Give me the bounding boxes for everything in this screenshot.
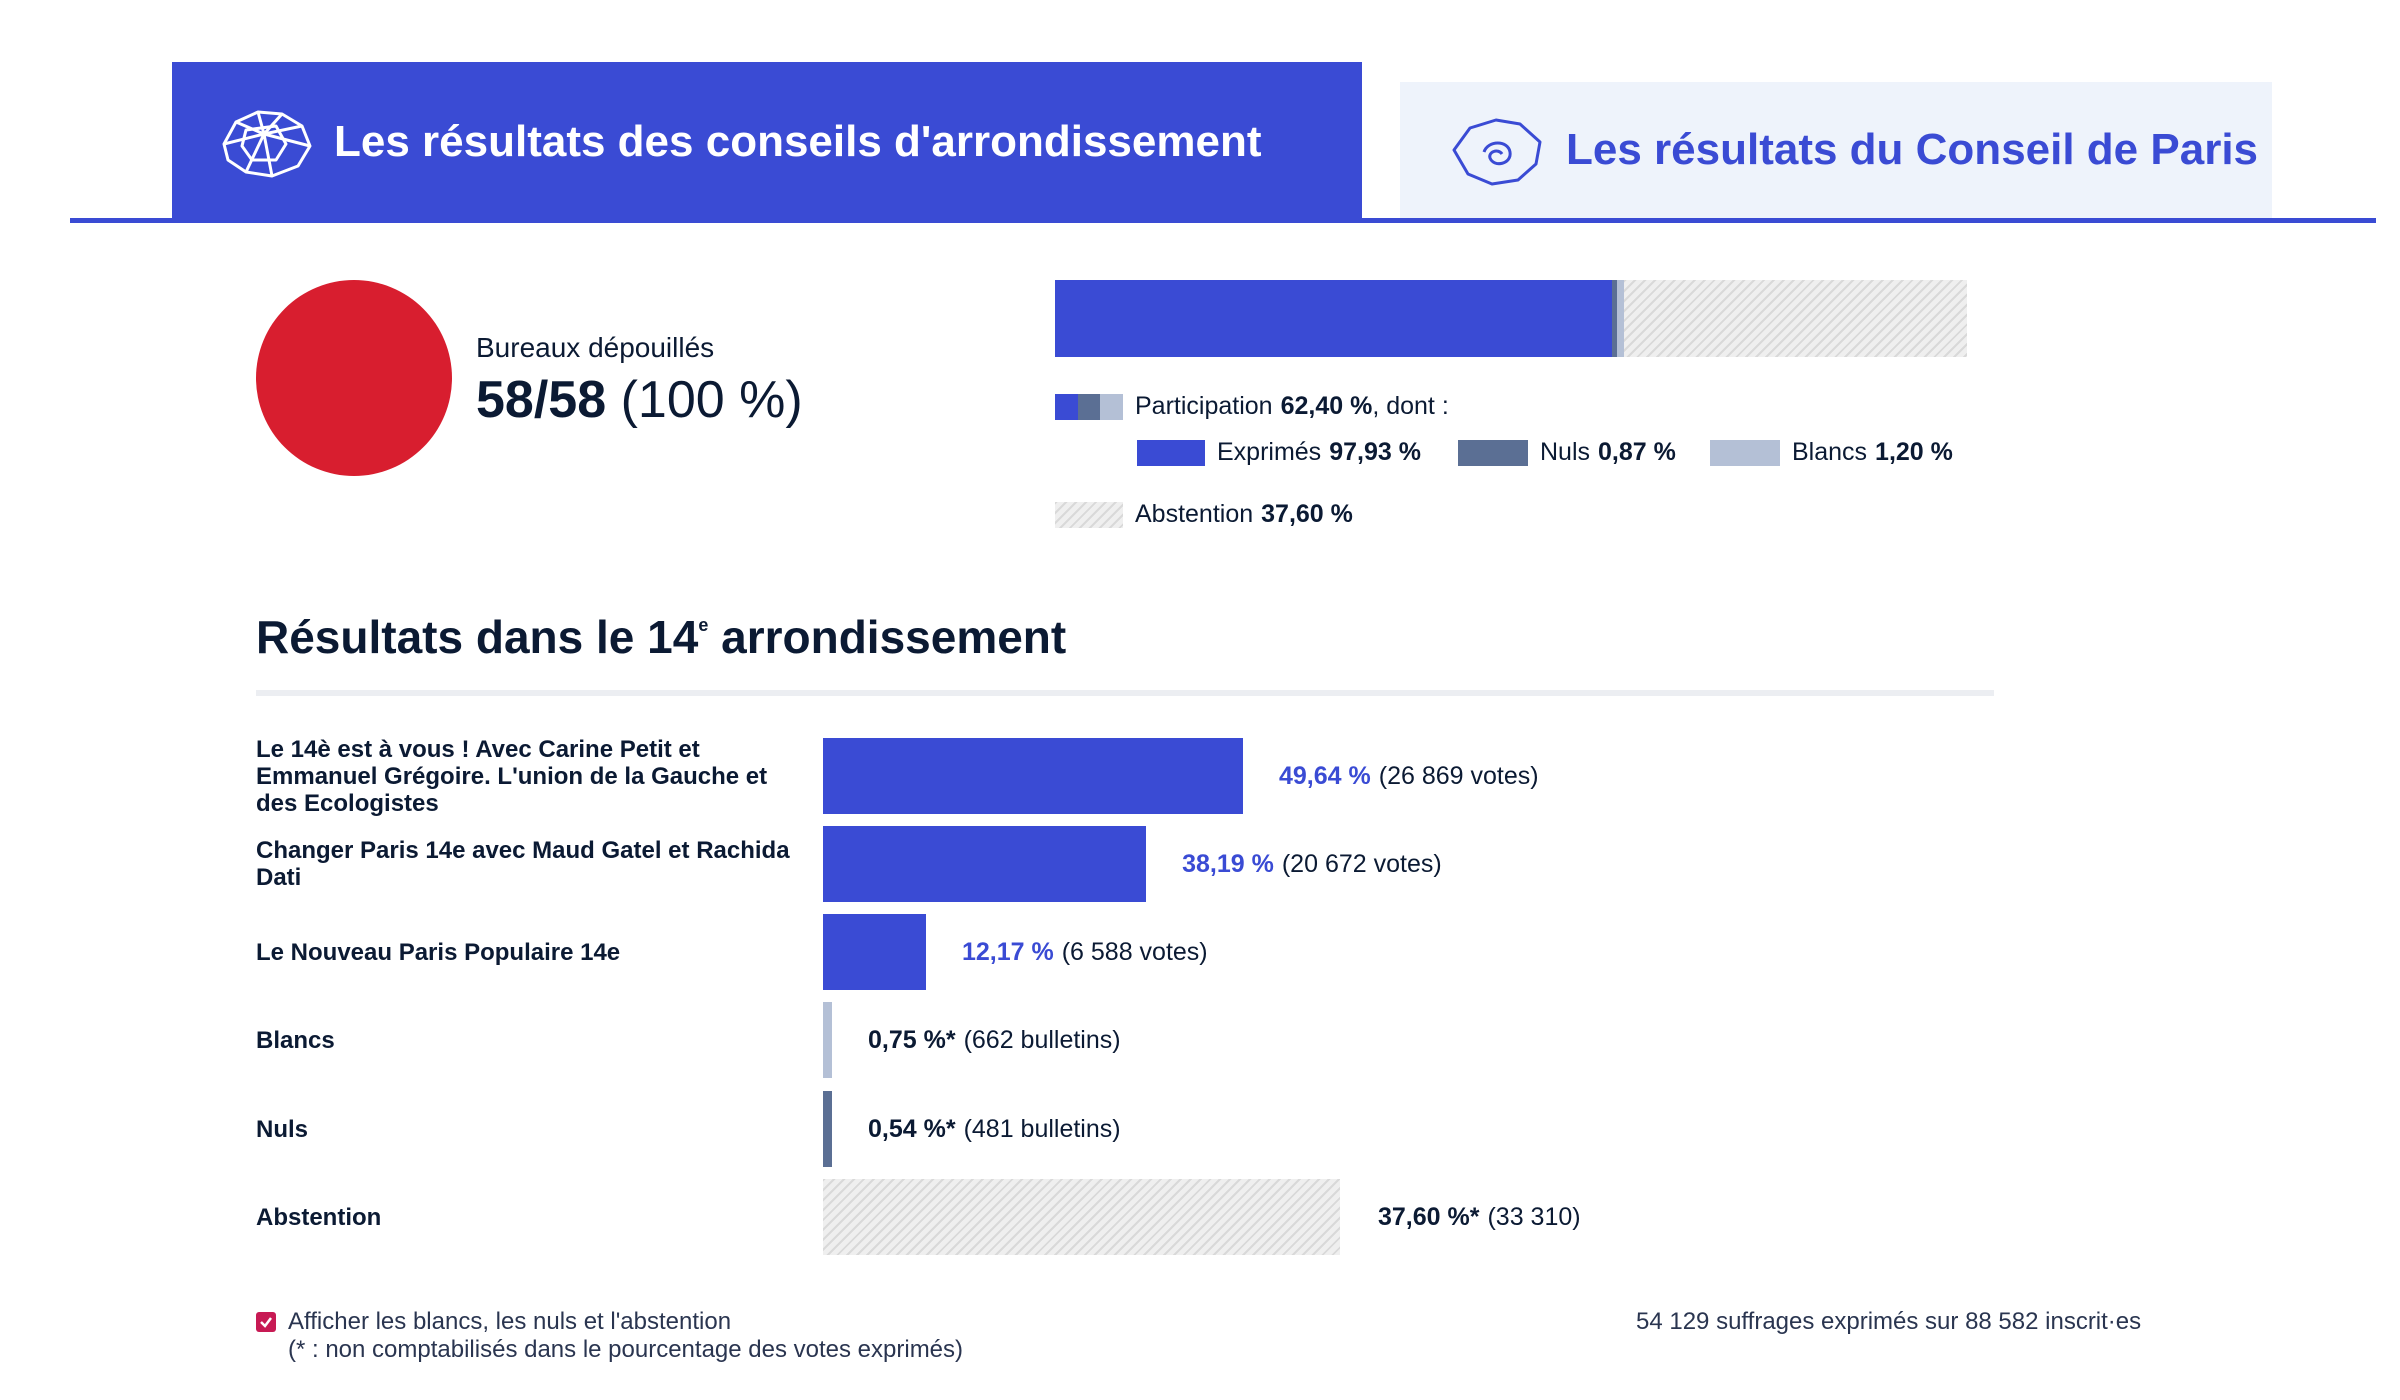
participation-swatch xyxy=(1055,393,1124,420)
blancs-value: 1,20 % xyxy=(1875,438,1953,466)
participation-label: Participation xyxy=(1135,392,1273,420)
participation-abstention-segment xyxy=(1624,280,1967,357)
result-percent: 12,17 % xyxy=(961,937,1054,966)
bureaux-label: Bureaux dépouillés xyxy=(476,332,715,363)
paris-map-icon xyxy=(1448,110,1548,190)
result-percent: 38,19 % xyxy=(1182,849,1274,878)
abstention-value: 37,60 % xyxy=(1261,500,1353,528)
footer-note: (* : non comptabilisés dans le pourcenta… xyxy=(288,1336,964,1363)
footer-stats: 54 129 suffrages exprimés sur 88 582 ins… xyxy=(1636,1308,2142,1335)
result-value: 38,19 % (20 672 votes) xyxy=(1182,826,1442,902)
result-bar xyxy=(823,738,1243,814)
nuls-label: Nuls xyxy=(1540,438,1591,466)
legend-abstention: Abstention 37,60 % xyxy=(1055,500,1353,529)
result-count: (6 588 votes) xyxy=(1061,937,1208,966)
participation-blancs-segment xyxy=(1617,280,1625,357)
results-title: Résultats dans le 14e arrondissement xyxy=(256,610,1066,664)
checkmark-icon xyxy=(260,1317,272,1328)
result-label: Le Nouveau Paris Populaire 14e xyxy=(256,938,621,966)
bureaux-value: 58/58 (100 %) xyxy=(476,370,803,430)
result-label: Le 14è est à vous ! Avec Carine Petit et… xyxy=(256,735,768,817)
result-label: Changer Paris 14e avec Maud Gatel et Rac… xyxy=(256,837,790,891)
result-bar xyxy=(823,826,1147,902)
exprimes-value: 97,93 % xyxy=(1329,438,1421,466)
result-count: (662 bulletins) xyxy=(963,1025,1121,1054)
legend-nuls: Nuls 0,87 % xyxy=(1458,438,1676,467)
abstention-swatch xyxy=(1055,501,1123,528)
tabs-underline xyxy=(70,218,2376,223)
result-bar xyxy=(823,1002,832,1078)
tab-label: Les résultats des conseils d'arrondissem… xyxy=(334,116,1262,166)
show-blancs-checkbox[interactable] xyxy=(256,1312,276,1332)
result-percent: 37,60 %* xyxy=(1378,1202,1480,1231)
legend-participation: Participation 62,40 % , dont : xyxy=(1055,392,1449,421)
result-percent: 0,54 %* xyxy=(868,1114,956,1143)
result-count: (20 672 votes) xyxy=(1281,849,1442,878)
result-label: Abstention xyxy=(256,1203,382,1231)
result-bar xyxy=(823,914,926,990)
participation-exprimes-segment xyxy=(1055,280,1613,357)
checkbox-label[interactable]: Afficher les blancs, les nuls et l'abste… xyxy=(288,1308,732,1335)
result-percent: 49,64 % xyxy=(1279,761,1371,790)
result-value: 0,54 %* (481 bulletins) xyxy=(868,1091,1121,1167)
participation-value: 62,40 % xyxy=(1280,392,1373,420)
abstention-label: Abstention xyxy=(1135,500,1254,528)
result-percent: 0,75 %* xyxy=(868,1025,956,1054)
result-label: Nuls xyxy=(256,1115,309,1143)
status-indicator-dot xyxy=(256,280,452,476)
footer-text: Afficher les blancs, les nuls et l'abste… xyxy=(288,1308,963,1364)
result-count: (26 869 votes) xyxy=(1378,761,1539,790)
participation-suffix: , dont : xyxy=(1372,392,1449,420)
arrondissements-map-icon xyxy=(216,102,316,182)
result-bar xyxy=(823,1179,1340,1255)
result-value: 37,60 %* (33 310) xyxy=(1378,1179,1581,1255)
exprimes-label: Exprimés xyxy=(1217,438,1322,466)
legend-blancs: Blancs 1,20 % xyxy=(1710,438,1953,467)
result-bar xyxy=(823,1091,832,1167)
results-divider xyxy=(256,690,1994,696)
nuls-value: 0,87 % xyxy=(1598,438,1676,466)
tab-conseil-de-paris[interactable]: Les résultats du Conseil de Paris xyxy=(1400,82,2272,218)
result-label: Blancs xyxy=(256,1026,335,1054)
tab-conseils-arrondissement[interactable]: Les résultats des conseils d'arrondissem… xyxy=(172,62,1362,221)
blancs-swatch xyxy=(1710,439,1780,466)
result-value: 12,17 % (6 588 votes) xyxy=(962,914,1208,990)
result-value: 49,64 % (26 869 votes) xyxy=(1279,738,1539,814)
result-count: (33 310) xyxy=(1487,1202,1581,1231)
tab-label: Les résultats du Conseil de Paris xyxy=(1566,125,2259,174)
result-count: (481 bulletins) xyxy=(963,1114,1121,1143)
participation-bar xyxy=(1055,280,1967,357)
results-title-sup: e xyxy=(698,615,709,635)
results-title-main: Résultats dans le 14 xyxy=(256,611,699,663)
participation-nuls-segment xyxy=(1612,280,1618,357)
bureaux-count: 58/58 xyxy=(476,371,607,429)
exprimes-swatch xyxy=(1137,439,1205,466)
bureaux-percent: (100 %) xyxy=(620,371,803,429)
nuls-swatch xyxy=(1458,439,1528,466)
results-title-suffix: arrondissement xyxy=(708,611,1067,663)
blancs-label: Blancs xyxy=(1792,438,1868,466)
result-value: 0,75 %* (662 bulletins) xyxy=(868,1002,1121,1078)
legend-exprimes: Exprimés 97,93 % xyxy=(1137,438,1421,467)
